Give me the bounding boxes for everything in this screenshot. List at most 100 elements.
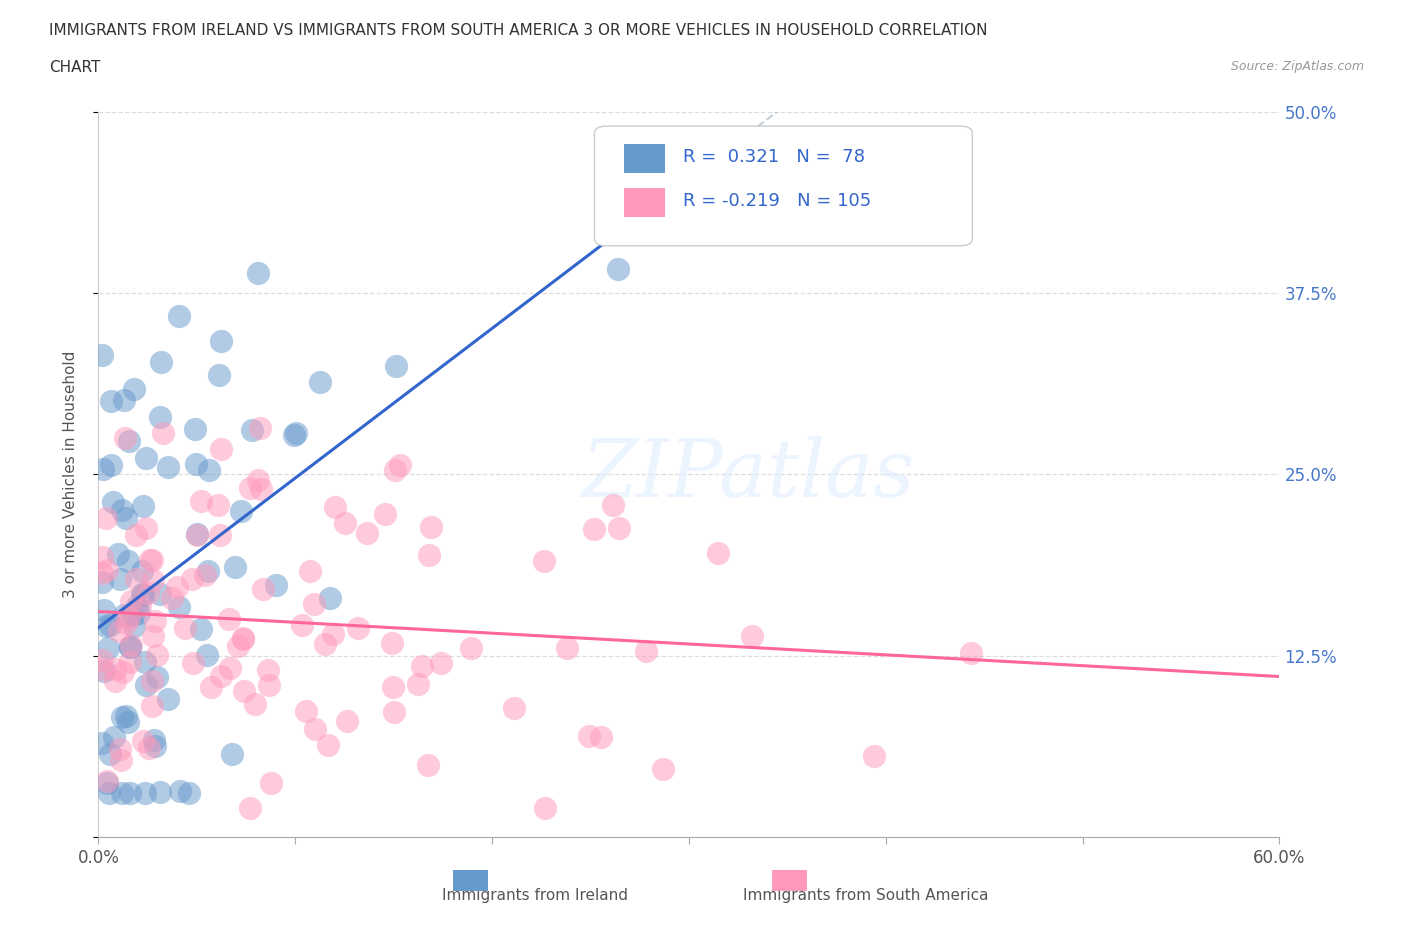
Point — [131, 564, 153, 578]
Point — [132, 498, 155, 513]
Point — [115, 511, 138, 525]
Point — [124, 382, 146, 397]
Point — [209, 441, 232, 456]
Point — [120, 594, 142, 609]
Point — [149, 785, 172, 800]
Point — [91, 574, 114, 589]
Point — [181, 571, 204, 586]
Point — [96, 776, 118, 790]
Point — [104, 662, 127, 677]
Point — [252, 581, 274, 596]
Point — [132, 588, 155, 603]
Point — [346, 620, 368, 635]
Point — [169, 784, 191, 799]
Point — [224, 560, 246, 575]
Point — [960, 645, 983, 660]
Point — [107, 624, 129, 639]
FancyBboxPatch shape — [453, 870, 488, 891]
Point — [146, 647, 169, 662]
Point — [208, 367, 231, 382]
Point — [606, 262, 628, 277]
Point — [94, 511, 117, 525]
Point — [138, 740, 160, 755]
Point — [100, 393, 122, 408]
Point — [108, 571, 131, 586]
Point — [406, 676, 429, 691]
Point — [141, 699, 163, 714]
Point — [555, 641, 578, 656]
Point — [197, 463, 219, 478]
Point — [167, 309, 190, 324]
Point — [240, 423, 263, 438]
Point — [232, 684, 254, 698]
Point — [117, 553, 139, 568]
Point — [141, 552, 163, 567]
Text: Immigrants from Ireland: Immigrants from Ireland — [443, 888, 628, 903]
Point — [314, 637, 336, 652]
Point — [91, 461, 114, 476]
Point — [169, 600, 191, 615]
Point — [384, 358, 406, 373]
Point — [120, 640, 142, 655]
Point — [634, 644, 657, 658]
Point — [283, 428, 305, 443]
Point — [91, 661, 114, 676]
Point — [374, 506, 396, 521]
Point — [186, 527, 208, 542]
Point — [607, 521, 630, 536]
Point — [94, 619, 117, 634]
Point — [174, 621, 197, 636]
Point — [97, 641, 120, 656]
Point — [125, 599, 148, 614]
Point — [602, 498, 624, 512]
Point — [200, 680, 222, 695]
Point — [863, 749, 886, 764]
Point — [419, 520, 441, 535]
Point — [122, 618, 145, 633]
Point — [179, 786, 201, 801]
Point — [100, 458, 122, 472]
Point — [160, 591, 183, 605]
Text: ZIPatlas: ZIPatlas — [581, 435, 915, 513]
Point — [418, 548, 440, 563]
Point — [382, 680, 405, 695]
Point — [152, 425, 174, 440]
Point — [138, 586, 160, 601]
Point — [186, 526, 208, 541]
Text: IMMIGRANTS FROM IRELAND VS IMMIGRANTS FROM SOUTH AMERICA 3 OR MORE VEHICLES IN H: IMMIGRANTS FROM IRELAND VS IMMIGRANTS FR… — [49, 23, 987, 38]
Point — [157, 459, 180, 474]
Point — [146, 670, 169, 684]
Point — [91, 550, 114, 565]
Point — [228, 639, 250, 654]
Point — [141, 673, 163, 688]
Point — [131, 587, 153, 602]
Point — [460, 641, 482, 656]
Point — [128, 605, 150, 620]
FancyBboxPatch shape — [624, 188, 665, 217]
Point — [91, 736, 114, 751]
Point — [157, 692, 180, 707]
Point — [132, 734, 155, 749]
FancyBboxPatch shape — [624, 144, 665, 173]
Point — [336, 713, 359, 728]
Point — [111, 786, 134, 801]
Point — [114, 431, 136, 445]
Point — [229, 503, 252, 518]
FancyBboxPatch shape — [595, 126, 973, 246]
Point — [388, 457, 411, 472]
Point — [333, 515, 356, 530]
Point — [138, 552, 160, 567]
Point — [190, 621, 212, 636]
Point — [98, 747, 121, 762]
Point — [114, 709, 136, 724]
Point — [193, 567, 215, 582]
Point — [195, 647, 218, 662]
Point — [118, 433, 141, 448]
Point — [247, 472, 270, 487]
Point — [190, 494, 212, 509]
FancyBboxPatch shape — [772, 870, 807, 891]
Point — [93, 603, 115, 618]
Point — [112, 607, 135, 622]
Point — [98, 786, 121, 801]
Point — [145, 738, 167, 753]
